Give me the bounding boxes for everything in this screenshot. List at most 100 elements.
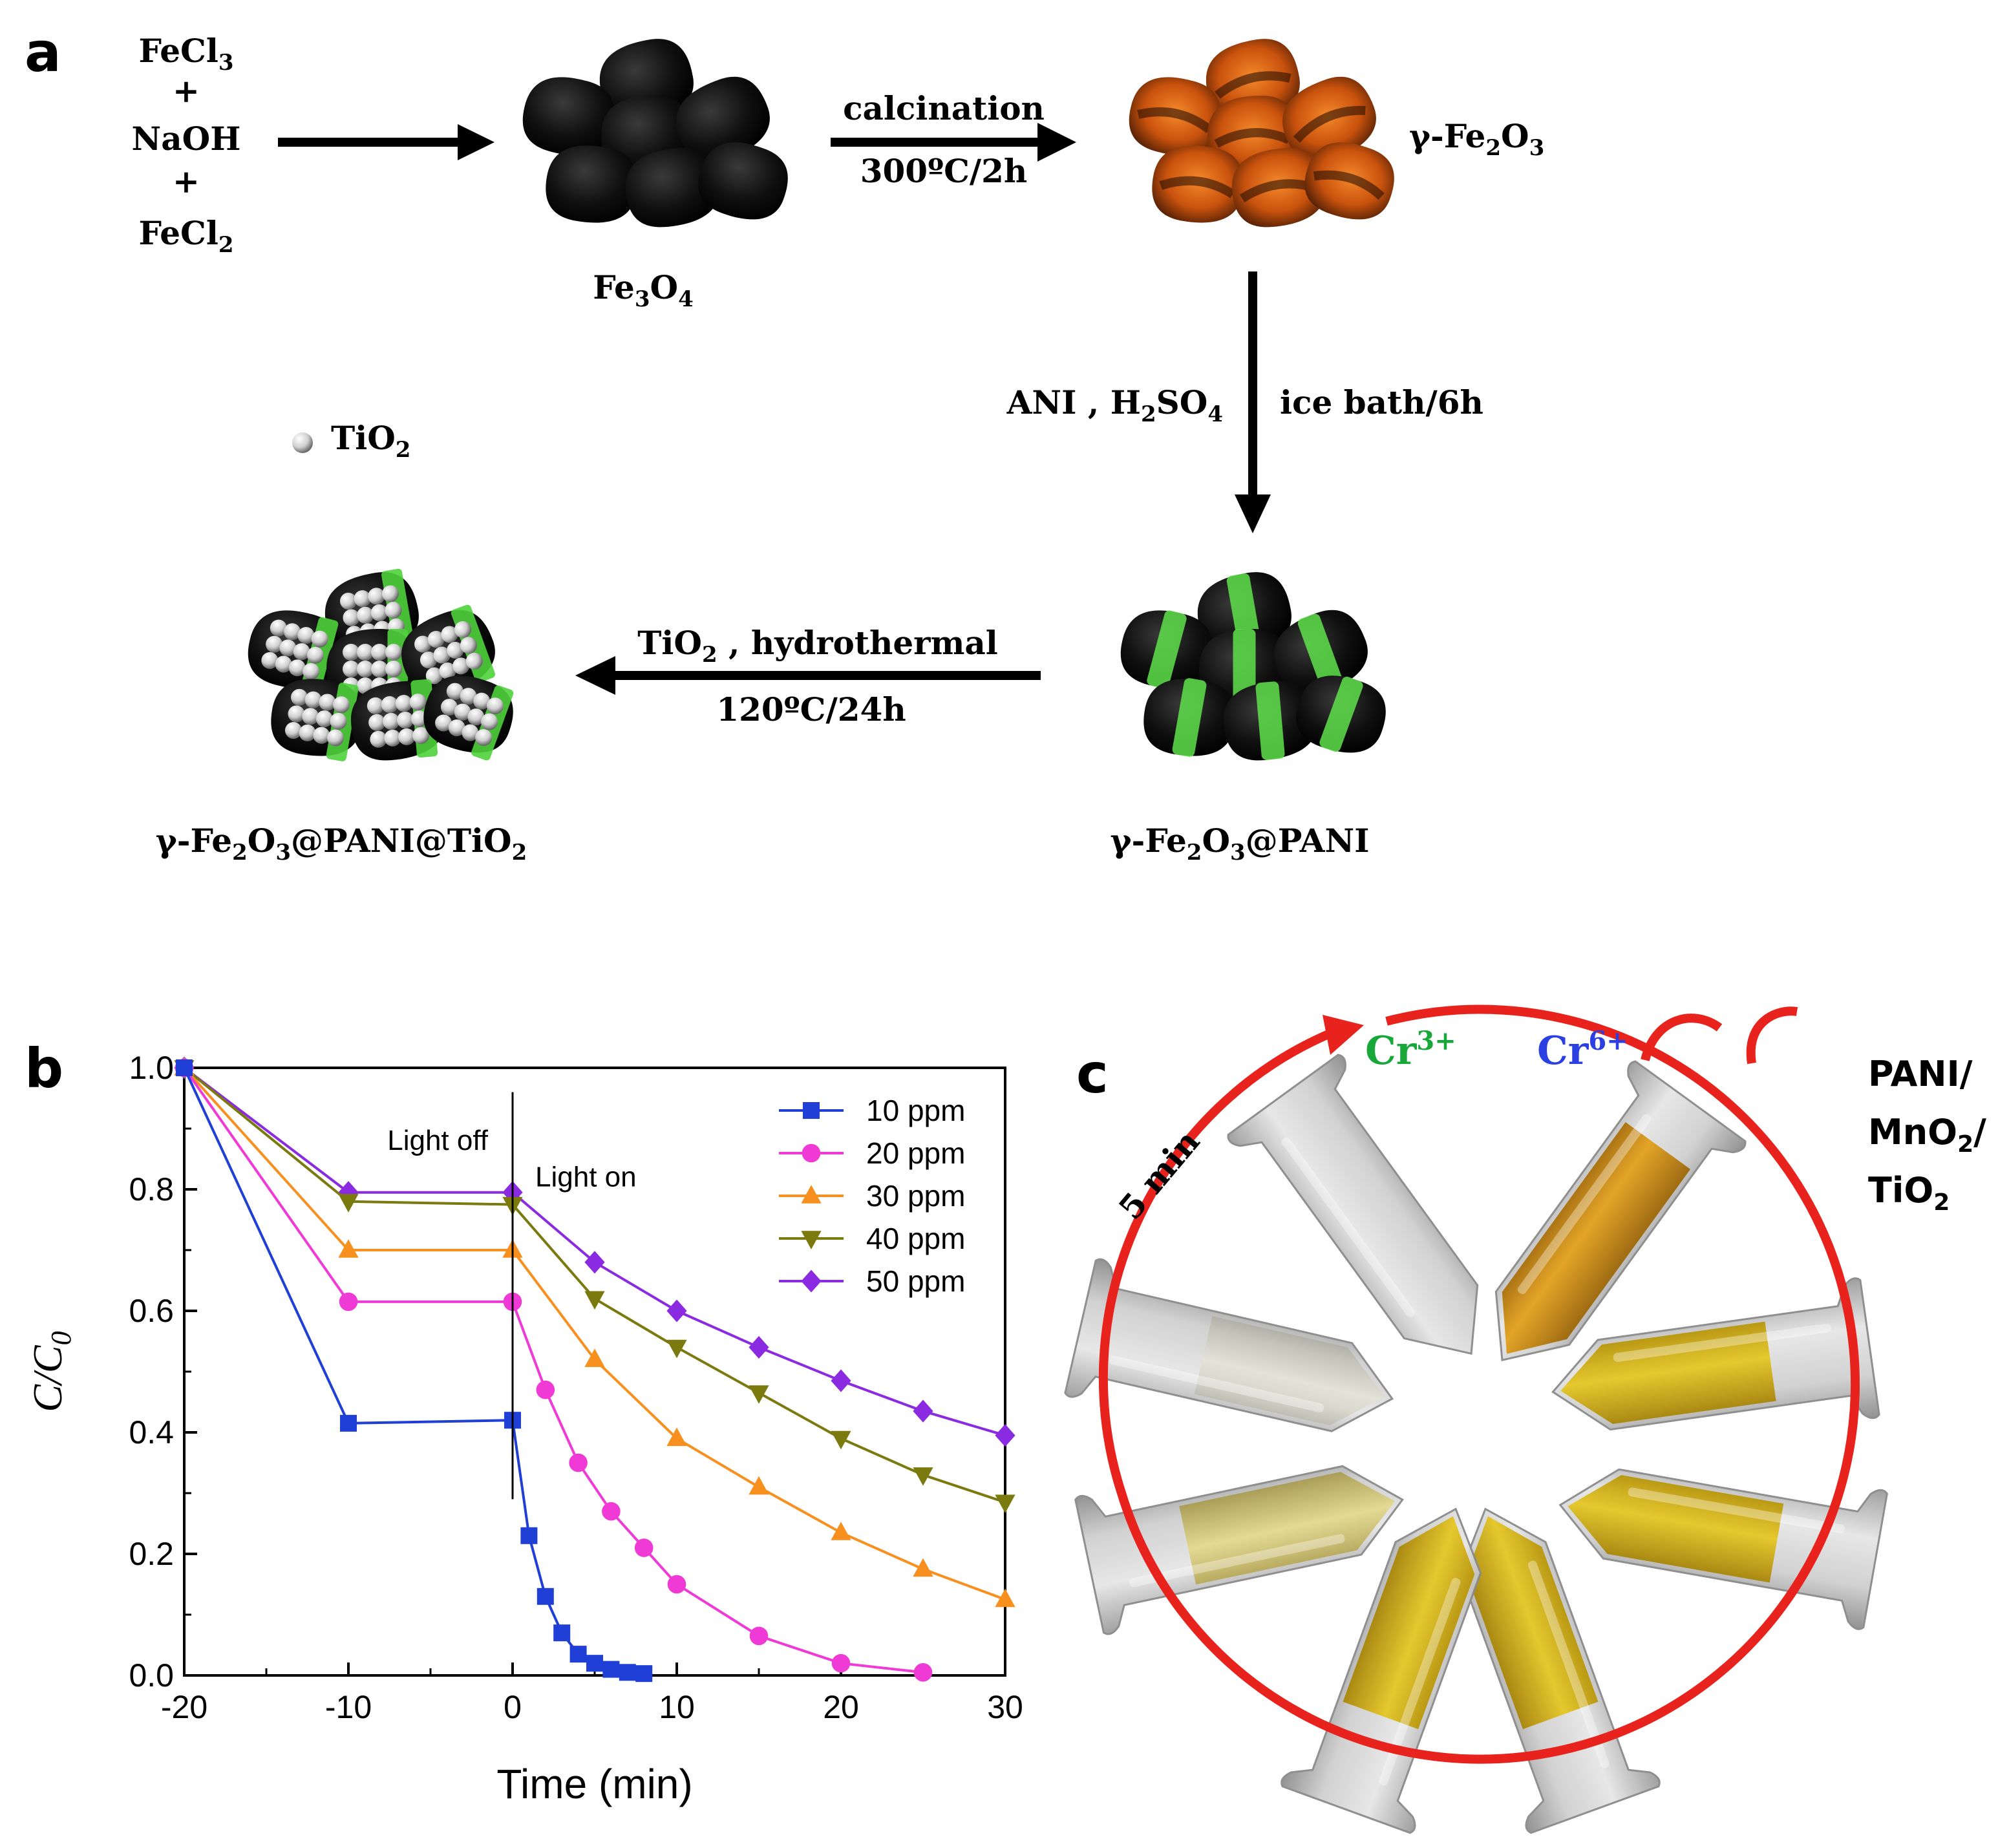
data-point [602, 1661, 620, 1678]
gamma-fe2o3-label: γ-Fe2O3 [1409, 117, 1544, 161]
data-point [520, 1527, 538, 1544]
panel-a-label: a [25, 21, 61, 84]
panel-c-label: c [1076, 1042, 1109, 1105]
x-tick-label: -10 [325, 1689, 372, 1725]
y-tick-label: 1.0 [129, 1050, 174, 1086]
arrow-polymerization [1235, 271, 1271, 533]
ice-bath-label: ice bath/6h [1280, 383, 1483, 421]
tio2-legend-sphere [292, 432, 313, 453]
y-tick-label: 0.4 [129, 1414, 174, 1450]
y-tick-label: 0.0 [129, 1657, 174, 1694]
particle [1304, 142, 1394, 220]
legend-item: 40 ppm [779, 1222, 965, 1255]
y-tick-label: 0.2 [129, 1536, 174, 1572]
data-point [749, 1335, 769, 1359]
reaction-cycle-arrow [1098, 1004, 1860, 1764]
reagent-naoh: NaOH [132, 120, 241, 158]
arrow-calcination [831, 123, 1076, 162]
y-tick-label: 0.6 [129, 1293, 174, 1329]
particle [1224, 681, 1317, 761]
ani-h2so4-label: ANI , H2SO4 [1006, 383, 1223, 427]
series-10-ppm [176, 1059, 653, 1683]
series-line [183, 1067, 644, 1675]
particle [676, 76, 770, 163]
data-point [569, 1646, 587, 1663]
data-point [995, 1494, 1015, 1513]
data-point [619, 1664, 636, 1681]
particle [401, 604, 495, 696]
particle [271, 679, 363, 761]
data-point [338, 1239, 359, 1258]
legend-label: 50 ppm [866, 1264, 965, 1298]
y-tick-label: 0.8 [129, 1171, 174, 1207]
data-point [913, 1558, 933, 1577]
cr6-label: Cr6+ [1537, 1026, 1628, 1074]
hydrothermal-conditions: 120ºC/24h [716, 690, 906, 728]
vial [1064, 1258, 1394, 1432]
data-series [174, 1056, 1015, 1683]
vial-photo-image [1064, 1054, 1888, 1834]
data-point [666, 1427, 687, 1447]
plus-2: + [173, 162, 200, 200]
data-point [553, 1624, 571, 1642]
cr3-label: Cr3+ [1365, 1026, 1456, 1074]
vial [1227, 1054, 1479, 1355]
x-axis-title: Time (min) [496, 1761, 692, 1807]
data-point [176, 1059, 193, 1076]
vial [1551, 1277, 1880, 1431]
legend-label: 40 ppm [866, 1222, 965, 1255]
data-point [749, 1385, 769, 1404]
particle [1274, 610, 1368, 696]
legend: 10 ppm 20 ppm 30 ppm 40 ppm 50 ppm [779, 1094, 965, 1298]
gamma-fe2o3-pani-cluster-image [1120, 572, 1386, 761]
series-20-ppm [175, 1058, 933, 1682]
data-point [801, 1231, 822, 1249]
x-tick-label: -20 [161, 1689, 207, 1725]
arrow-reagents-to-fe3o4 [278, 124, 494, 160]
particle [1120, 610, 1213, 689]
legend-item: 30 ppm [779, 1179, 965, 1213]
vial [1281, 1507, 1482, 1834]
data-point [913, 1467, 933, 1486]
panel-c: c Cr3+ Cr6+ 5 min PANI/ MnO2/ TiO2 [1064, 1004, 1986, 1834]
reagent-fecl2: FeCl2 [138, 214, 233, 258]
panel-a: a FeCl3 + NaOH + FeCl2 Fe3O4 calcination… [25, 21, 1544, 866]
time-label: 5 min [1111, 1123, 1207, 1227]
data-point [831, 1653, 851, 1673]
data-point [995, 1588, 1015, 1608]
data-point [634, 1538, 654, 1557]
data-point [913, 1399, 933, 1423]
data-point [831, 1430, 851, 1450]
data-point [537, 1588, 554, 1605]
catalyst-label-line-1: PANI/ [1868, 1054, 1973, 1094]
legend-label: 10 ppm [866, 1094, 965, 1127]
particle [423, 675, 514, 761]
data-point [666, 1299, 687, 1322]
fe3o4-particle-cluster-image [522, 39, 788, 228]
data-point [338, 1194, 359, 1213]
particle [1296, 675, 1386, 753]
vial [1459, 1507, 1661, 1834]
legend-label: 20 ppm [866, 1136, 965, 1170]
data-point [666, 1339, 687, 1359]
particle [351, 679, 445, 761]
final-composite-cluster-image [248, 568, 514, 761]
data-point [602, 1502, 621, 1521]
reagents: FeCl3 + NaOH + FeCl2 [132, 32, 241, 258]
data-point [913, 1663, 933, 1682]
legend-item: 20 ppm [779, 1136, 965, 1170]
data-point [749, 1626, 769, 1646]
legend-item: 10 ppm [779, 1094, 965, 1127]
vial [1558, 1468, 1888, 1630]
particle [546, 145, 637, 223]
data-point [536, 1380, 555, 1399]
x-tick-label: 30 [987, 1689, 1023, 1725]
data-point [749, 1476, 769, 1495]
legend-item: 50 ppm [779, 1264, 965, 1298]
particle [1152, 145, 1244, 223]
axis-ticks: -20 -10 0 10 20 30 0.0 0.2 0.4 0.6 0.8 1.0 [129, 1050, 1023, 1725]
calcination-conditions: 300ºC/2h [860, 152, 1028, 190]
data-point [831, 1522, 851, 1540]
vial [1074, 1465, 1404, 1635]
